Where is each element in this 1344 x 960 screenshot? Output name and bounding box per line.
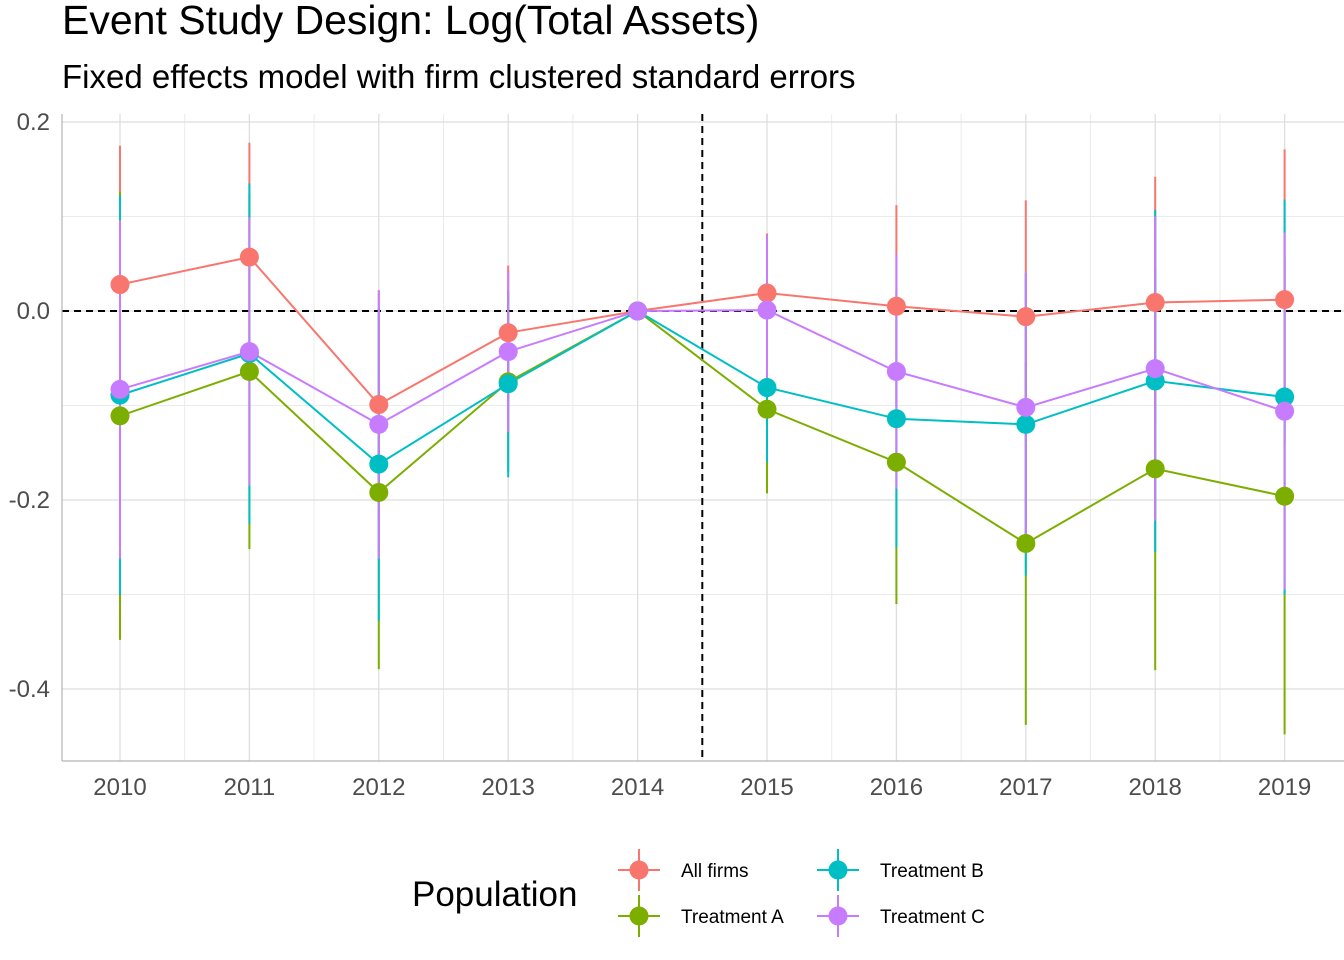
data-point — [1016, 533, 1036, 553]
data-point — [239, 361, 259, 381]
data-point — [498, 323, 518, 343]
data-point — [110, 275, 130, 295]
x-tick-label: 2012 — [352, 774, 405, 801]
data-point — [1145, 292, 1165, 312]
x-tick-label: 2017 — [999, 774, 1052, 801]
y-tick-label: -0.2 — [9, 487, 50, 514]
data-point — [1145, 359, 1165, 379]
x-tick-label: 2018 — [1129, 774, 1182, 801]
data-point — [110, 406, 130, 426]
data-point — [239, 247, 259, 267]
data-point — [886, 452, 906, 472]
legend: Population All firms Treatment A Treatment … — [412, 849, 985, 937]
legend-label: Treatment A — [681, 907, 784, 928]
data-point — [1145, 459, 1165, 479]
data-point — [757, 378, 777, 398]
axes: 0.2 0.0 -0.2 -0.4 2010 2011 2012 2013 2014 2015 20… — [9, 109, 1344, 801]
legend-label: Treatment B — [880, 861, 984, 882]
legend-item: Treatment B — [817, 849, 984, 891]
data-point — [369, 482, 389, 502]
data-point — [239, 342, 259, 362]
series-line — [119, 309, 1285, 426]
data-point — [110, 379, 130, 399]
x-tick-label: 2019 — [1258, 774, 1311, 801]
data-point — [498, 374, 518, 394]
x-tick-label: 2010 — [93, 774, 146, 801]
data-point — [886, 409, 906, 429]
series-line — [119, 256, 1285, 406]
data-point — [369, 454, 389, 474]
legend-key-point — [629, 906, 649, 926]
data-point — [1275, 401, 1295, 421]
data-point — [1275, 486, 1295, 506]
x-tick-label: 2011 — [224, 774, 276, 801]
y-tick-label: 0.0 — [17, 298, 50, 325]
chart-title: Event Study Design: Log(Total Assets) — [62, 0, 760, 43]
legend-label: Treatment C — [880, 907, 985, 928]
legend-item: All firms — [618, 849, 749, 891]
data-point — [757, 399, 777, 419]
x-tick-label: 2015 — [740, 774, 793, 801]
data-point — [628, 301, 648, 321]
series-lines — [119, 256, 1285, 545]
x-tick-label: 2013 — [482, 774, 535, 801]
legend-item: Treatment C — [817, 895, 985, 937]
data-point — [1016, 307, 1036, 327]
x-tick-label: 2016 — [870, 774, 923, 801]
legend-item: Treatment A — [618, 895, 784, 937]
data-point — [498, 342, 518, 362]
series-line — [119, 309, 1285, 545]
legend-key-point — [629, 860, 649, 880]
y-tick-label: -0.4 — [9, 676, 50, 703]
chart-subtitle: Fixed effects model with firm clustered … — [62, 58, 856, 95]
legend-title: Population — [412, 875, 577, 914]
data-point — [886, 296, 906, 316]
data-point — [369, 414, 389, 434]
data-point — [1275, 387, 1295, 407]
reference-lines — [62, 114, 1344, 761]
y-tick-label: 0.2 — [17, 109, 50, 136]
series-line — [119, 309, 1285, 466]
series-points — [110, 247, 1295, 553]
data-point — [757, 283, 777, 303]
data-point — [1016, 397, 1036, 417]
data-point — [886, 361, 906, 381]
data-point — [1275, 290, 1295, 310]
data-point — [369, 395, 389, 415]
legend-key-point — [828, 906, 848, 926]
x-tick-label: 2014 — [611, 774, 664, 801]
legend-label: All firms — [681, 861, 749, 882]
legend-key-point — [828, 860, 848, 880]
data-point — [757, 300, 777, 320]
data-point — [1016, 414, 1036, 434]
